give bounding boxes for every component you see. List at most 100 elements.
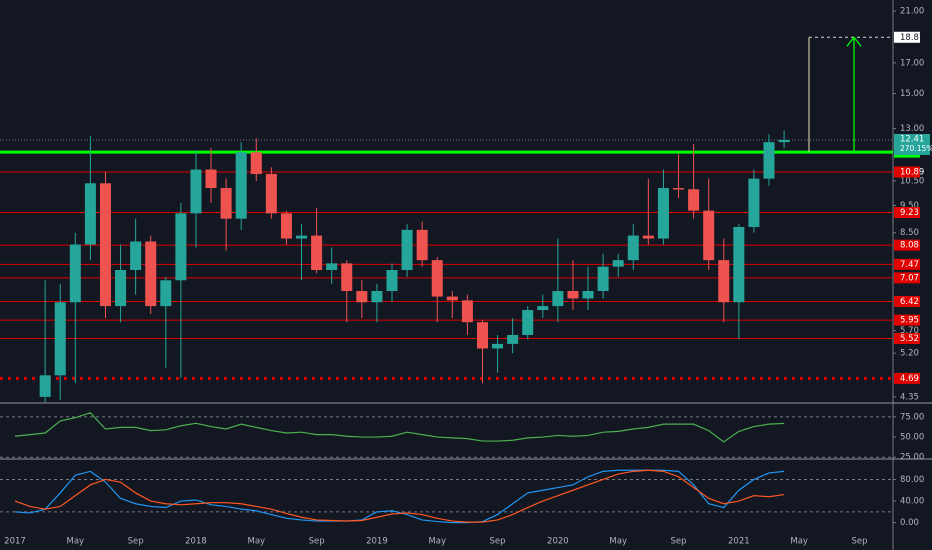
level-label: 8.08 xyxy=(900,241,919,251)
candle-body xyxy=(703,210,715,261)
x-tick-label: Sep xyxy=(490,537,506,547)
y-tick-label: 25.00 xyxy=(900,453,924,463)
level-label-box xyxy=(894,372,920,384)
candle-body xyxy=(642,235,654,239)
candle-body xyxy=(115,270,127,307)
x-tick-label: May xyxy=(428,537,446,547)
candle-body xyxy=(84,183,96,245)
level-label: 7.07 xyxy=(900,273,919,283)
candle-body xyxy=(567,291,579,299)
candle-body xyxy=(778,139,790,143)
candle-body xyxy=(326,263,338,271)
candle-body xyxy=(718,260,730,303)
x-tick-label: Sep xyxy=(309,537,325,547)
candle-body xyxy=(145,241,157,307)
candle-body xyxy=(265,174,277,214)
candle-body xyxy=(733,227,745,303)
x-tick-label: 2017 xyxy=(4,537,26,547)
y-tick-label: 5.70 xyxy=(900,326,919,336)
y-tick-label: 21.00 xyxy=(900,7,924,17)
target-box xyxy=(894,31,920,43)
candle-body xyxy=(401,229,413,271)
gain-label: 270.15% xyxy=(900,144,932,153)
y-tick-label: 17.00 xyxy=(900,58,924,68)
last-price-label: 12.41 xyxy=(900,134,924,144)
y-tick-label: 13.00 xyxy=(900,124,924,134)
level-label: 5.52 xyxy=(900,334,919,344)
candle-body xyxy=(99,183,111,307)
last-price-box xyxy=(894,133,930,155)
target-arrow-head xyxy=(846,36,862,47)
x-tick-label: May xyxy=(247,537,265,547)
candle-body xyxy=(476,322,488,349)
candle-body xyxy=(356,291,368,303)
candle-body xyxy=(341,263,353,292)
level-label: 7.47 xyxy=(900,260,919,270)
candle-body xyxy=(748,178,760,228)
indicator-line xyxy=(14,412,785,443)
candle-body xyxy=(280,213,292,239)
x-tick-label: Sep xyxy=(851,537,867,547)
level-label-box xyxy=(894,207,920,219)
x-tick-label: May xyxy=(790,537,808,547)
candle-body xyxy=(582,291,594,299)
level-label-box xyxy=(894,239,920,251)
price-panel xyxy=(0,130,893,402)
candle-body xyxy=(492,343,504,349)
level-label: 9.23 xyxy=(900,208,919,218)
candle-body xyxy=(220,188,232,219)
candle-body xyxy=(627,235,639,261)
y-tick-label: 5.20 xyxy=(900,349,919,359)
x-tick-label: 2021 xyxy=(728,537,750,547)
candle-body xyxy=(175,213,187,281)
candle-body xyxy=(130,241,142,271)
level-label-box xyxy=(894,272,920,284)
candle-body xyxy=(552,291,564,307)
y-tick-label: 10.50 xyxy=(900,176,924,186)
candle-body xyxy=(39,375,51,397)
candle-body xyxy=(54,302,66,376)
candle-body xyxy=(537,306,549,311)
x-tick-label: 2020 xyxy=(547,537,569,547)
y-tick-label: 50.00 xyxy=(900,433,924,443)
candle-body xyxy=(371,291,383,303)
candle-body xyxy=(416,229,428,261)
candle-body xyxy=(688,189,700,211)
x-tick-label: May xyxy=(67,537,85,547)
x-tick-label: 2018 xyxy=(185,537,207,547)
target-label: 18.87 xyxy=(900,33,924,43)
y-tick-label: 80.00 xyxy=(900,475,924,485)
y-tick-label: 40.00 xyxy=(900,497,924,507)
candle-body xyxy=(507,334,519,344)
level-label-box xyxy=(894,295,920,307)
y-tick-label: 4.35 xyxy=(900,392,919,402)
candle-body xyxy=(461,300,473,323)
level-label: 5.95 xyxy=(900,316,919,326)
candle-body xyxy=(250,152,262,175)
level-label-box xyxy=(894,314,920,326)
candle-body xyxy=(160,280,172,307)
y-tick-label: 9.50 xyxy=(900,201,919,211)
y-tick-label: 15.00 xyxy=(900,89,924,99)
candle-body xyxy=(311,235,323,271)
x-tick-label: Sep xyxy=(128,537,144,547)
level-label-box xyxy=(894,333,920,345)
indicator-line xyxy=(14,469,785,523)
candle-body xyxy=(657,188,669,239)
candle-body xyxy=(446,296,458,301)
level-label: 6.42 xyxy=(900,297,919,307)
candle-body xyxy=(235,152,247,219)
x-tick-label: May xyxy=(609,537,627,547)
candle-body xyxy=(763,142,775,179)
level-label: 4.69 xyxy=(900,374,919,384)
candle-body xyxy=(190,169,202,214)
level-label-box xyxy=(894,166,920,178)
candle-body xyxy=(597,266,609,292)
y-tick-label: 8.50 xyxy=(900,228,919,238)
candle-body xyxy=(386,270,398,292)
candle-body xyxy=(296,235,308,239)
x-tick-label: Sep xyxy=(671,537,687,547)
